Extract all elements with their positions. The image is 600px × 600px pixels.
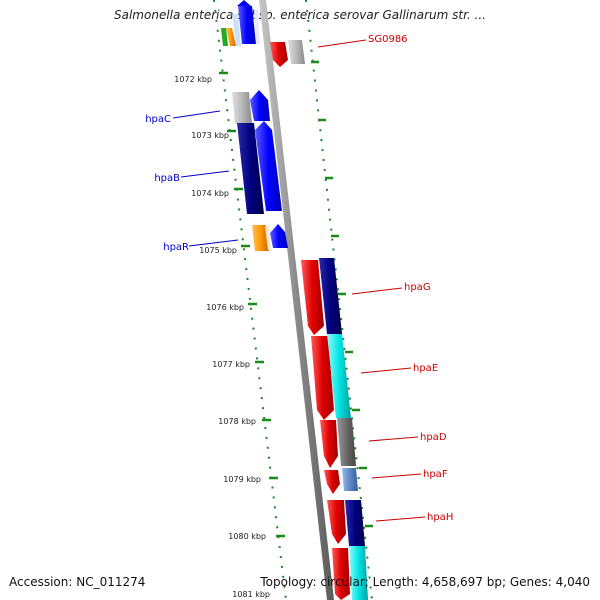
ruler-label-1077: 1077 kbp xyxy=(212,360,250,369)
gene-hpac-blue xyxy=(250,90,270,121)
label-hpag: hpaG xyxy=(404,282,431,293)
gene-hpag-red xyxy=(301,260,324,335)
gene-hpah-navy xyxy=(345,500,365,546)
gene-lightblue-top xyxy=(232,14,241,46)
ruler-labels: 1072 kbp 1073 kbp 1074 kbp 1075 kbp 1076… xyxy=(174,75,270,599)
forward-label-lines xyxy=(172,110,239,247)
gene-hpab-blue xyxy=(255,121,282,211)
gene-green-top xyxy=(221,28,228,46)
gene-hpar-orange xyxy=(252,225,269,251)
reverse-genes-right-column[interactable] xyxy=(319,258,368,600)
label-hpad: hpaD xyxy=(420,432,447,443)
gene-hpaf-red xyxy=(324,470,340,494)
label-hpar: hpaR xyxy=(163,242,189,253)
forward-genes-hpac[interactable] xyxy=(232,90,270,124)
label-sg0986: SG0986 xyxy=(368,34,408,45)
ruler-label-1075: 1075 kbp xyxy=(199,246,237,255)
ruler-right-guide xyxy=(305,0,373,600)
genome-summary-label: Topology: circular; Length: 4,658,697 bp… xyxy=(260,575,590,589)
forward-genes-hpab[interactable] xyxy=(237,121,282,214)
gene-bottom-red xyxy=(332,548,350,600)
gene-hpah-red xyxy=(327,500,346,544)
genome-backbone xyxy=(259,0,334,600)
gene-hpac-grey xyxy=(232,92,252,124)
reverse-label-lines xyxy=(317,39,426,522)
forward-genes-hpar[interactable] xyxy=(252,224,288,251)
ruler-label-1074: 1074 kbp xyxy=(191,189,229,198)
label-hpah: hpaH xyxy=(427,512,453,523)
gene-hpae-red xyxy=(311,336,334,420)
accession-label: Accession: NC_011274 xyxy=(9,575,146,589)
label-hpab: hpaB xyxy=(154,173,180,184)
forward-gene-labels[interactable]: hpaC hpaB hpaR xyxy=(145,114,189,253)
ruler-label-1072: 1072 kbp xyxy=(174,75,212,84)
ruler-left-guide xyxy=(213,0,287,600)
gene-sg0986-grey xyxy=(288,40,305,64)
gene-hpad-red xyxy=(320,420,338,468)
label-hpac: hpaC xyxy=(145,114,171,125)
gene-hpag-navy xyxy=(319,258,342,334)
ruler-label-1078: 1078 kbp xyxy=(218,417,256,426)
ruler-major-ticks-right xyxy=(311,60,373,528)
reverse-genes-left-column[interactable] xyxy=(301,260,350,600)
gene-hpaf-steel xyxy=(342,468,358,491)
gene-blue-top xyxy=(238,6,256,44)
ruler-label-1080: 1080 kbp xyxy=(228,532,266,541)
gene-hpad-darkgrey xyxy=(337,418,356,466)
map-title: Salmonella enterica subsp. enterica sero… xyxy=(114,8,486,22)
reverse-genes-sg0986[interactable] xyxy=(270,40,305,67)
forward-genes-top[interactable] xyxy=(221,0,260,46)
gene-hpae-cyan xyxy=(327,334,351,418)
gene-white-top xyxy=(254,10,260,44)
label-hpaf: hpaF xyxy=(423,469,448,480)
gene-hpar-blue xyxy=(270,224,288,248)
gene-sg0986-red xyxy=(270,42,288,67)
ruler-major-ticks-left xyxy=(219,71,285,538)
ruler-label-1081: 1081 kbp xyxy=(232,590,270,599)
gene-hpar-white xyxy=(265,226,271,250)
ruler-label-1073: 1073 kbp xyxy=(191,131,229,140)
ruler-label-1079: 1079 kbp xyxy=(223,475,261,484)
label-hpae: hpaE xyxy=(413,363,438,374)
ruler-label-1076: 1076 kbp xyxy=(206,303,244,312)
gene-orange-top xyxy=(226,28,236,46)
gene-bottom-cyan xyxy=(349,546,368,600)
reverse-gene-labels[interactable]: SG0986 hpaG hpaE hpaD hpaF hpaH xyxy=(368,34,453,523)
gene-hpab-navy xyxy=(237,123,264,214)
